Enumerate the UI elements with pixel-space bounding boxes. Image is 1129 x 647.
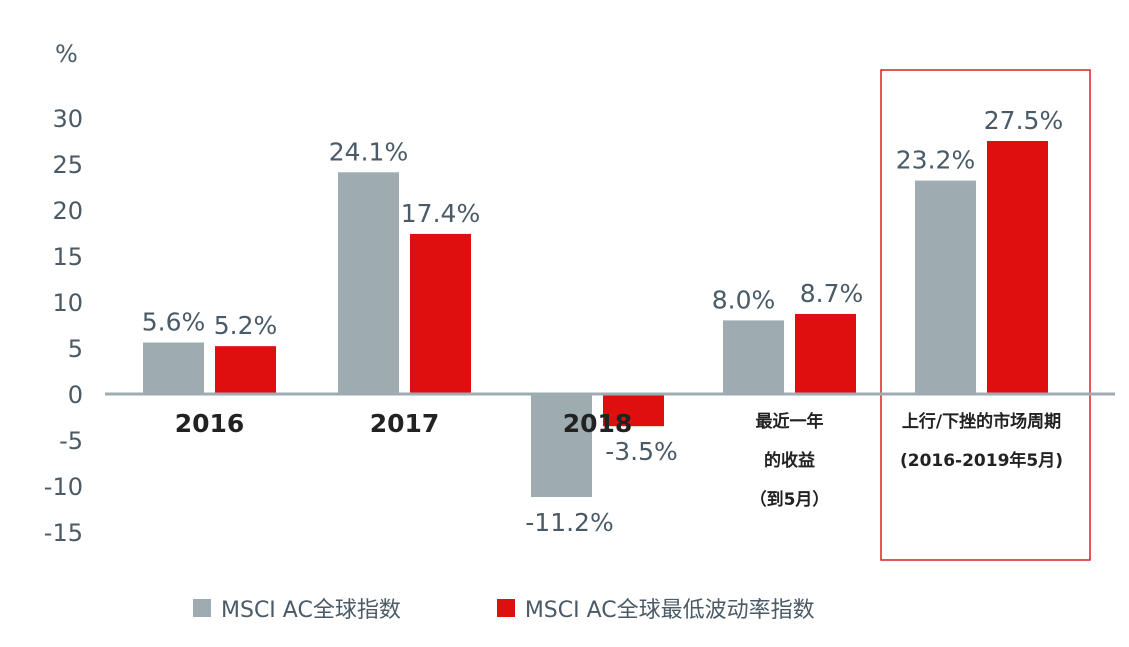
legend: MSCI AC全球指数 MSCI AC全球最低波动率指数 [193,592,911,624]
x-category-label-line: 最近一年 [756,411,824,432]
y-tick-label: -15 [44,519,83,547]
bar [531,394,592,498]
bar [795,313,856,394]
x-category-label-line: 的收益 [764,450,815,471]
data-label: 27.5% [984,106,1063,135]
legend-swatch-red [496,599,515,617]
data-label: 8.0% [712,285,776,314]
y-tick-label: 30 [52,105,83,133]
highlight-box [880,69,1091,561]
y-tick-label: 25 [52,151,83,179]
bar [603,394,664,427]
bar [338,172,399,394]
x-category-label-line: (2016-2019年5月) [900,450,1063,471]
bar [723,320,784,394]
bar [410,233,471,394]
x-category-label: 2016 [175,409,245,438]
data-label: 5.2% [214,311,278,340]
bar [987,141,1048,394]
legend-item-msci-ac-world-min-vol: MSCI AC全球最低波动率指数 [496,592,815,624]
y-axis-unit: % [55,40,78,68]
bar [215,346,276,394]
y-tick-label: -5 [59,427,83,455]
legend-label: MSCI AC全球最低波动率指数 [524,598,815,623]
legend-item-msci-ac-world: MSCI AC全球指数 [193,592,401,624]
data-label: -11.2% [525,508,613,537]
data-label: -3.5% [605,437,678,466]
y-tick-label: 10 [52,289,83,317]
bar-chart: % 30 25 20 15 10 5 0 -5 -10 -15 5.6% 24.1% -11.2% 8.0%… [44,40,1115,561]
y-tick-label: 0 [68,381,83,409]
bar [915,180,976,394]
y-tick-label: 5 [68,335,83,363]
data-label: 24.1% [329,137,408,166]
data-label: 5.6% [142,307,206,336]
data-label: 8.7% [800,279,864,308]
data-label: 17.4% [401,199,480,228]
bar [143,342,204,394]
x-category-label: 2017 [370,409,440,438]
legend-label: MSCI AC全球指数 [221,598,401,623]
y-tick-label: -10 [44,473,83,501]
data-label: 23.2% [896,146,975,175]
y-tick-label: 15 [52,243,83,271]
x-category-label: 2018 [563,409,633,438]
y-tick-label: 20 [52,197,83,225]
x-category-label-line: （到5月） [750,489,830,510]
x-category-label-line: 上行/下挫的市场周期 [902,411,1061,432]
legend-swatch-gray [193,599,211,617]
